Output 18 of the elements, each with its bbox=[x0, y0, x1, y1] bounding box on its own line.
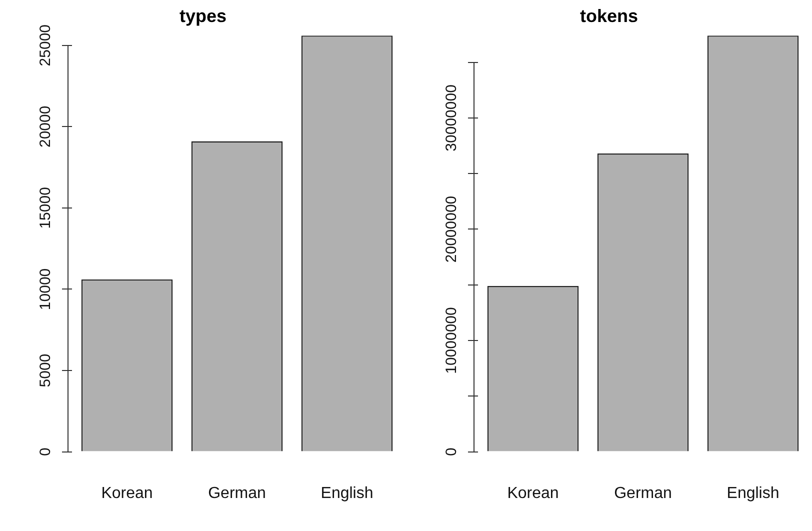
y-tick-label: 15000 bbox=[37, 187, 54, 229]
x-tick-label: German bbox=[614, 484, 672, 502]
x-tick-label: German bbox=[208, 484, 266, 502]
x-tick-label: Korean bbox=[507, 484, 559, 502]
y-tick-label: 5000 bbox=[37, 354, 54, 388]
y-tick-label: 25000 bbox=[37, 24, 54, 66]
y-tick-label: 10000000 bbox=[443, 307, 460, 374]
y-tick-label: 30000000 bbox=[443, 84, 460, 152]
y-tick-label: 10000 bbox=[37, 268, 54, 310]
x-tick-label: English bbox=[320, 484, 374, 502]
y-tick-label: 20000 bbox=[37, 106, 54, 148]
chart-title: types bbox=[179, 6, 227, 26]
y-tick-label: 0 bbox=[37, 448, 54, 456]
chart-title: tokens bbox=[580, 6, 638, 26]
y-tick-label: 20000000 bbox=[443, 196, 460, 263]
x-tick-label: Korean bbox=[101, 484, 153, 502]
x-tick-label: English bbox=[726, 484, 780, 502]
y-tick-label: 0 bbox=[443, 448, 460, 456]
